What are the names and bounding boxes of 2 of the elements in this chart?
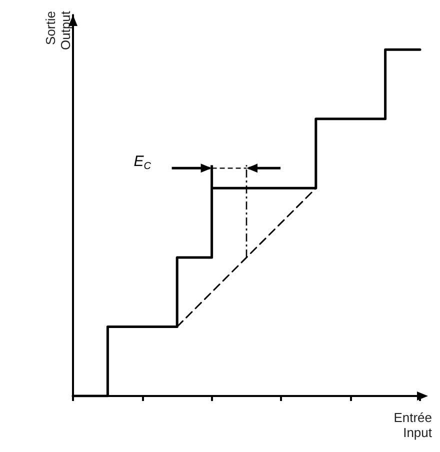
y-axis-title: Sortie Output bbox=[43, 10, 73, 50]
x-axis-title: Entrée Input bbox=[394, 410, 432, 440]
